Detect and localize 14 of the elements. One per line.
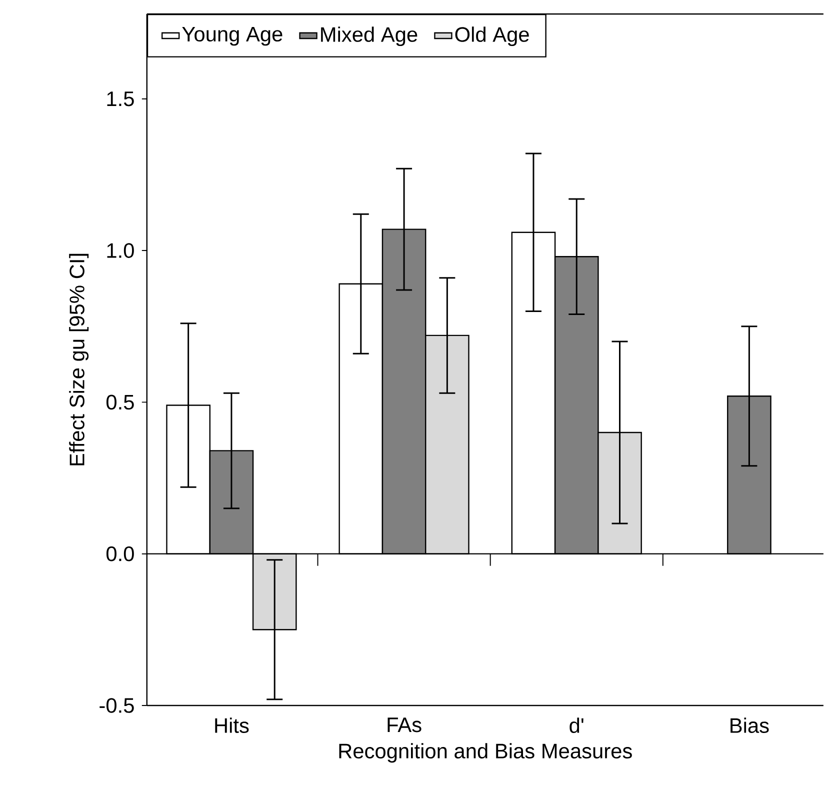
y-axis-title: Effect Size gu [95% CI] [69,254,89,466]
x-tick-label: d' [570,717,584,733]
legend-label: Old Age [455,26,529,46]
y-tick-label: 1.0 [107,242,134,258]
x-tick-label: Bias [730,717,769,733]
y-tick-label: -0.5 [100,698,134,713]
y-tick-label: 0.5 [106,394,134,410]
legend-label: Mixed Age [321,26,418,46]
x-tick-label: Hits [215,717,249,733]
y-tick-label: 1.5 [107,91,134,106]
y-tick-label: 0.0 [106,546,134,562]
x-axis-title: Recognition and Bias Measures [339,742,632,762]
x-tick-label: FAs [388,717,422,732]
legend-label: Young Age [182,26,282,46]
